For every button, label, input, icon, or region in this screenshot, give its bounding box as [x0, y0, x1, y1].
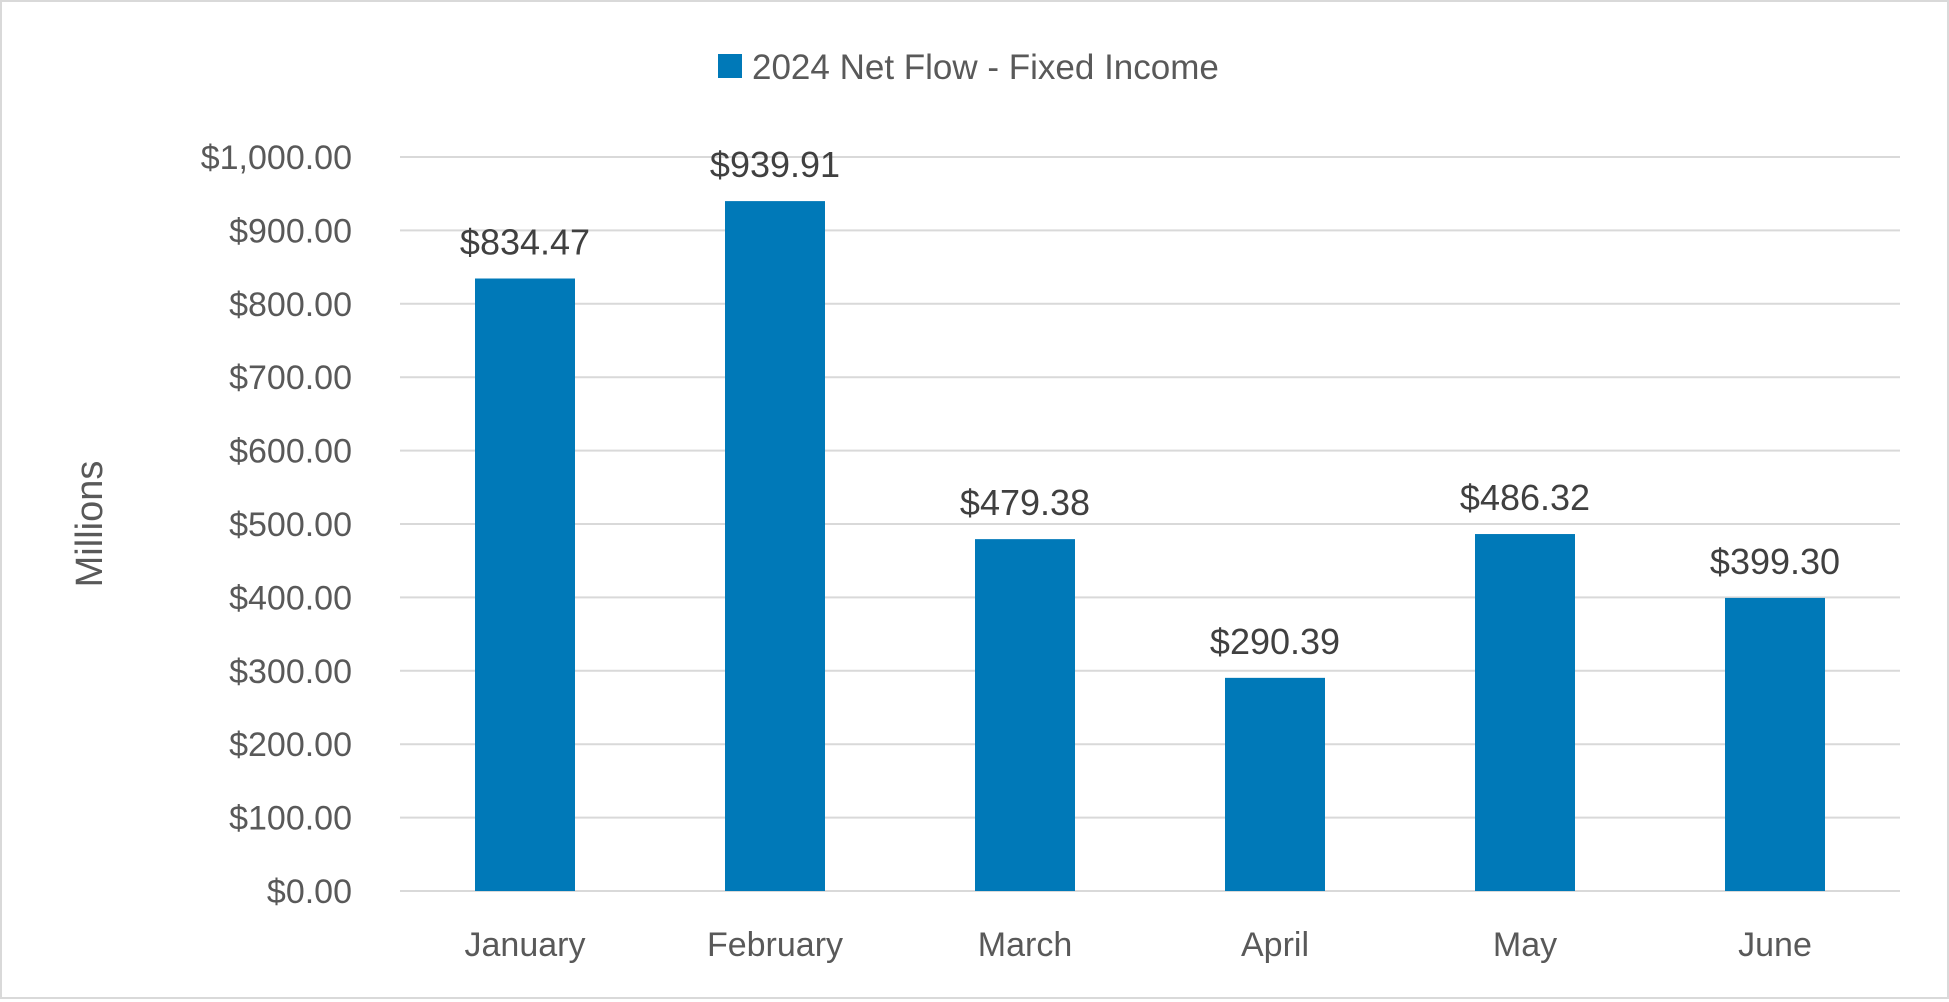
y-tick-label: $1,000.00	[201, 139, 352, 177]
y-tick-label: $400.00	[229, 579, 352, 617]
y-axis-title: Millions	[69, 461, 111, 588]
data-label: $939.91	[710, 144, 840, 185]
x-tick-label: April	[1241, 926, 1309, 964]
x-tick-label: June	[1738, 926, 1812, 964]
data-label: $479.38	[960, 482, 1090, 523]
x-tick-label: January	[465, 926, 586, 964]
bar	[1475, 534, 1575, 891]
x-tick-label: March	[978, 926, 1072, 964]
data-label: $399.30	[1710, 541, 1840, 582]
bar	[1225, 677, 1325, 891]
legend-swatch	[718, 54, 742, 78]
data-labels: $834.47 $939.91 $479.38 $290.39 $486.32 $399.…	[460, 144, 1840, 662]
y-tick-label: $0.00	[267, 873, 352, 911]
y-tick-label: $500.00	[229, 506, 352, 544]
x-tick-label: February	[707, 926, 843, 964]
gridlines	[400, 156, 1900, 892]
y-tick-label: $300.00	[229, 653, 352, 691]
data-label: $834.47	[460, 221, 590, 262]
legend: 2024 Net Flow - Fixed Income	[718, 48, 1219, 87]
bar	[725, 201, 825, 891]
y-tick-label: $900.00	[229, 212, 352, 250]
x-axis-labels: January February March April May June	[465, 926, 1812, 964]
bar	[975, 539, 1075, 891]
bars	[475, 201, 1825, 891]
bar	[1725, 597, 1825, 891]
y-tick-label: $200.00	[229, 726, 352, 764]
y-axis-ticks: $0.00 $100.00 $200.00 $300.00 $400.00 $500.00…	[201, 139, 352, 911]
y-tick-label: $100.00	[229, 800, 352, 838]
x-tick-label: May	[1493, 926, 1557, 964]
y-tick-label: $800.00	[229, 286, 352, 324]
data-label: $486.32	[1460, 477, 1590, 518]
y-tick-label: $600.00	[229, 433, 352, 471]
y-tick-label: $700.00	[229, 359, 352, 397]
legend-label: 2024 Net Flow - Fixed Income	[752, 48, 1219, 87]
data-label: $290.39	[1210, 621, 1340, 662]
bar	[475, 278, 575, 891]
